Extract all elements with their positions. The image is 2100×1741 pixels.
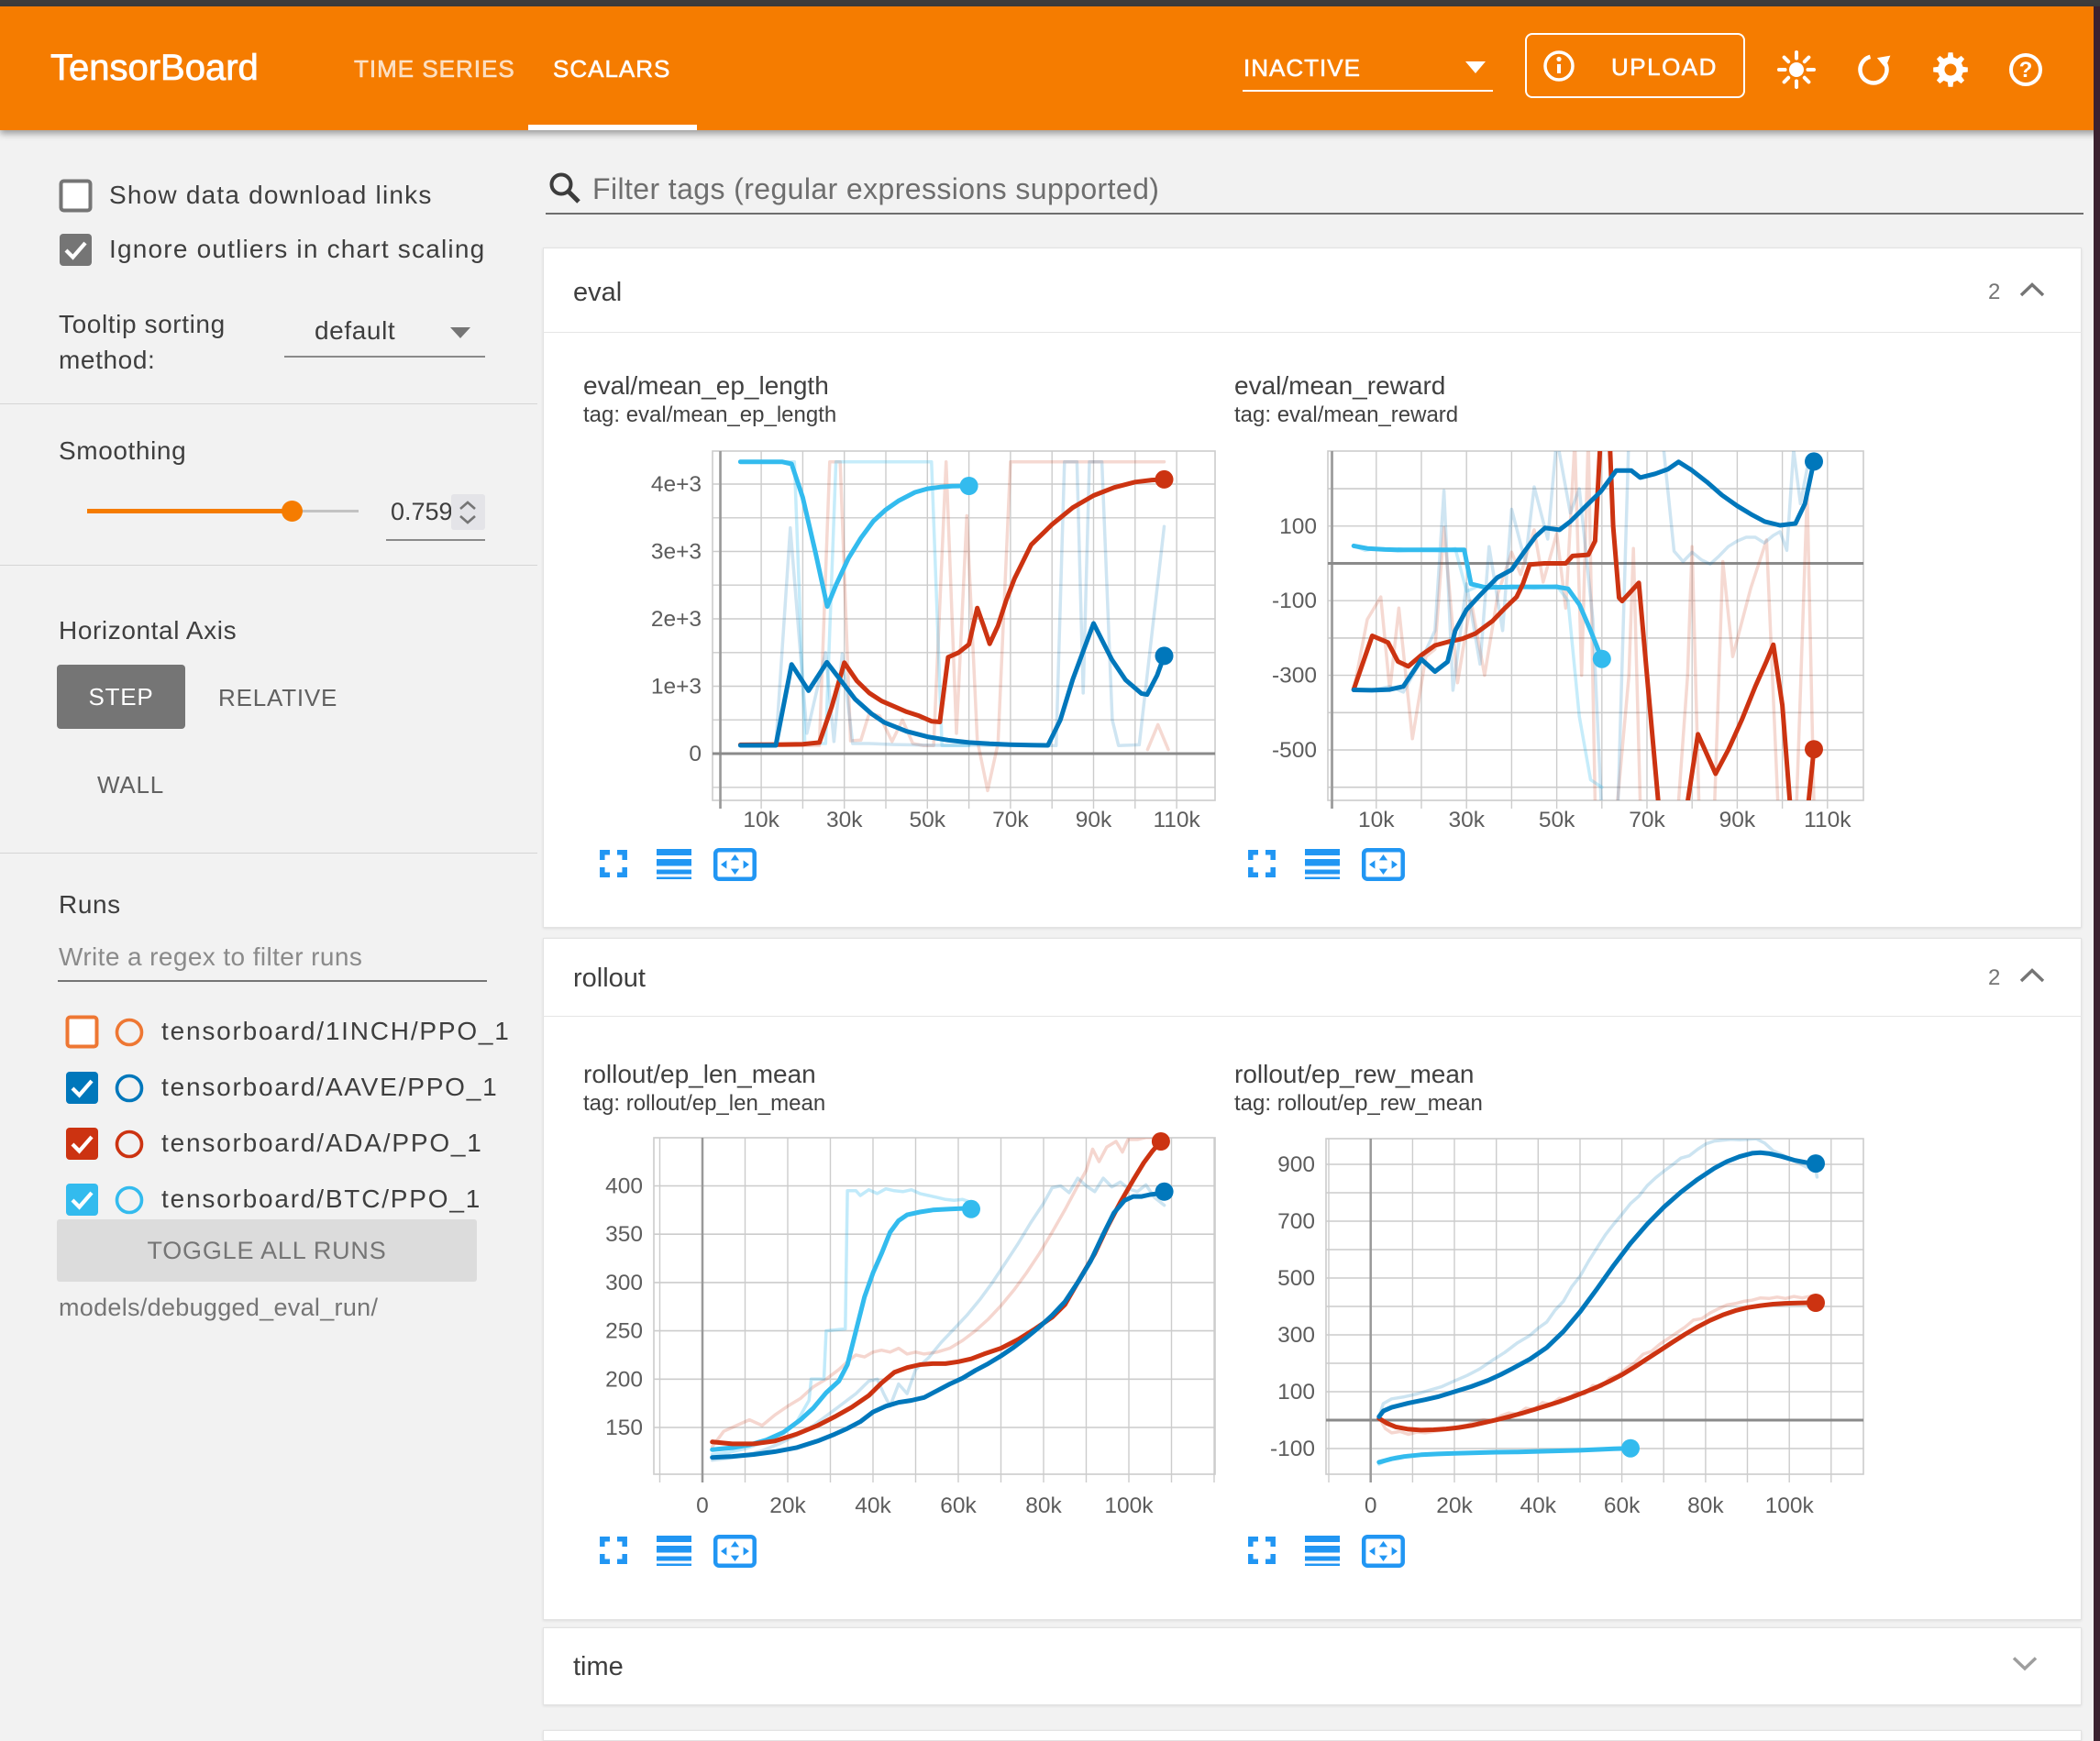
svg-text:900: 900 <box>1277 1152 1315 1177</box>
svg-text:20k: 20k <box>769 1493 806 1518</box>
svg-text:rollout/ep_rew_mean: rollout/ep_rew_mean <box>1234 1060 1475 1088</box>
svg-text:2e+3: 2e+3 <box>651 607 702 632</box>
svg-text:60k: 60k <box>940 1493 977 1518</box>
svg-text:70k: 70k <box>1629 808 1665 832</box>
svg-text:-100: -100 <box>1272 589 1317 613</box>
svg-text:80k: 80k <box>1025 1493 1062 1518</box>
svg-text:100k: 100k <box>1104 1493 1154 1518</box>
svg-text:rollout/ep_len_mean: rollout/ep_len_mean <box>583 1060 816 1088</box>
svg-text:60k: 60k <box>1604 1493 1641 1518</box>
svg-text:100: 100 <box>1279 514 1317 539</box>
svg-text:90k: 90k <box>1076 808 1112 832</box>
svg-text:40k: 40k <box>855 1493 891 1518</box>
svg-text:0: 0 <box>1365 1493 1377 1518</box>
svg-text:700: 700 <box>1277 1209 1315 1234</box>
svg-text:10k: 10k <box>743 808 779 832</box>
svg-text:10k: 10k <box>1358 808 1395 832</box>
svg-text:tag: rollout/ep_len_mean: tag: rollout/ep_len_mean <box>583 1091 825 1116</box>
svg-text:-300: -300 <box>1272 664 1317 689</box>
svg-text:100k: 100k <box>1765 1493 1815 1518</box>
svg-text:110k: 110k <box>1153 808 1200 832</box>
svg-text:tag: eval/mean_reward: tag: eval/mean_reward <box>1234 402 1458 427</box>
svg-text:110k: 110k <box>1804 808 1851 832</box>
svg-text:100: 100 <box>1277 1380 1315 1405</box>
svg-text:30k: 30k <box>826 808 863 832</box>
svg-text:-500: -500 <box>1272 738 1317 763</box>
svg-text:50k: 50k <box>1539 808 1575 832</box>
svg-text:250: 250 <box>605 1319 643 1344</box>
svg-text:0: 0 <box>696 1493 709 1518</box>
svg-text:80k: 80k <box>1687 1493 1724 1518</box>
svg-text:4e+3: 4e+3 <box>651 472 702 497</box>
svg-text:1e+3: 1e+3 <box>651 675 702 700</box>
svg-text:20k: 20k <box>1436 1493 1473 1518</box>
svg-text:tag: eval/mean_ep_length: tag: eval/mean_ep_length <box>583 402 836 427</box>
svg-text:eval/mean_reward: eval/mean_reward <box>1234 371 1445 400</box>
svg-text:90k: 90k <box>1719 808 1756 832</box>
svg-text:200: 200 <box>605 1367 643 1392</box>
svg-text:400: 400 <box>605 1174 643 1199</box>
svg-text:50k: 50k <box>910 808 946 832</box>
svg-text:0: 0 <box>689 742 702 766</box>
svg-text:40k: 40k <box>1520 1493 1557 1518</box>
svg-text:150: 150 <box>605 1416 643 1440</box>
svg-text:-100: -100 <box>1270 1437 1315 1461</box>
svg-text:300: 300 <box>1277 1323 1315 1348</box>
svg-text:500: 500 <box>1277 1266 1315 1291</box>
svg-text:30k: 30k <box>1448 808 1485 832</box>
svg-text:eval/mean_ep_length: eval/mean_ep_length <box>583 371 829 400</box>
svg-text:350: 350 <box>605 1222 643 1247</box>
svg-text:70k: 70k <box>992 808 1029 832</box>
svg-text:?: ? <box>2019 58 2033 83</box>
svg-text:tag: rollout/ep_rew_mean: tag: rollout/ep_rew_mean <box>1234 1091 1483 1116</box>
svg-text:300: 300 <box>605 1271 643 1295</box>
svg-text:3e+3: 3e+3 <box>651 540 702 565</box>
